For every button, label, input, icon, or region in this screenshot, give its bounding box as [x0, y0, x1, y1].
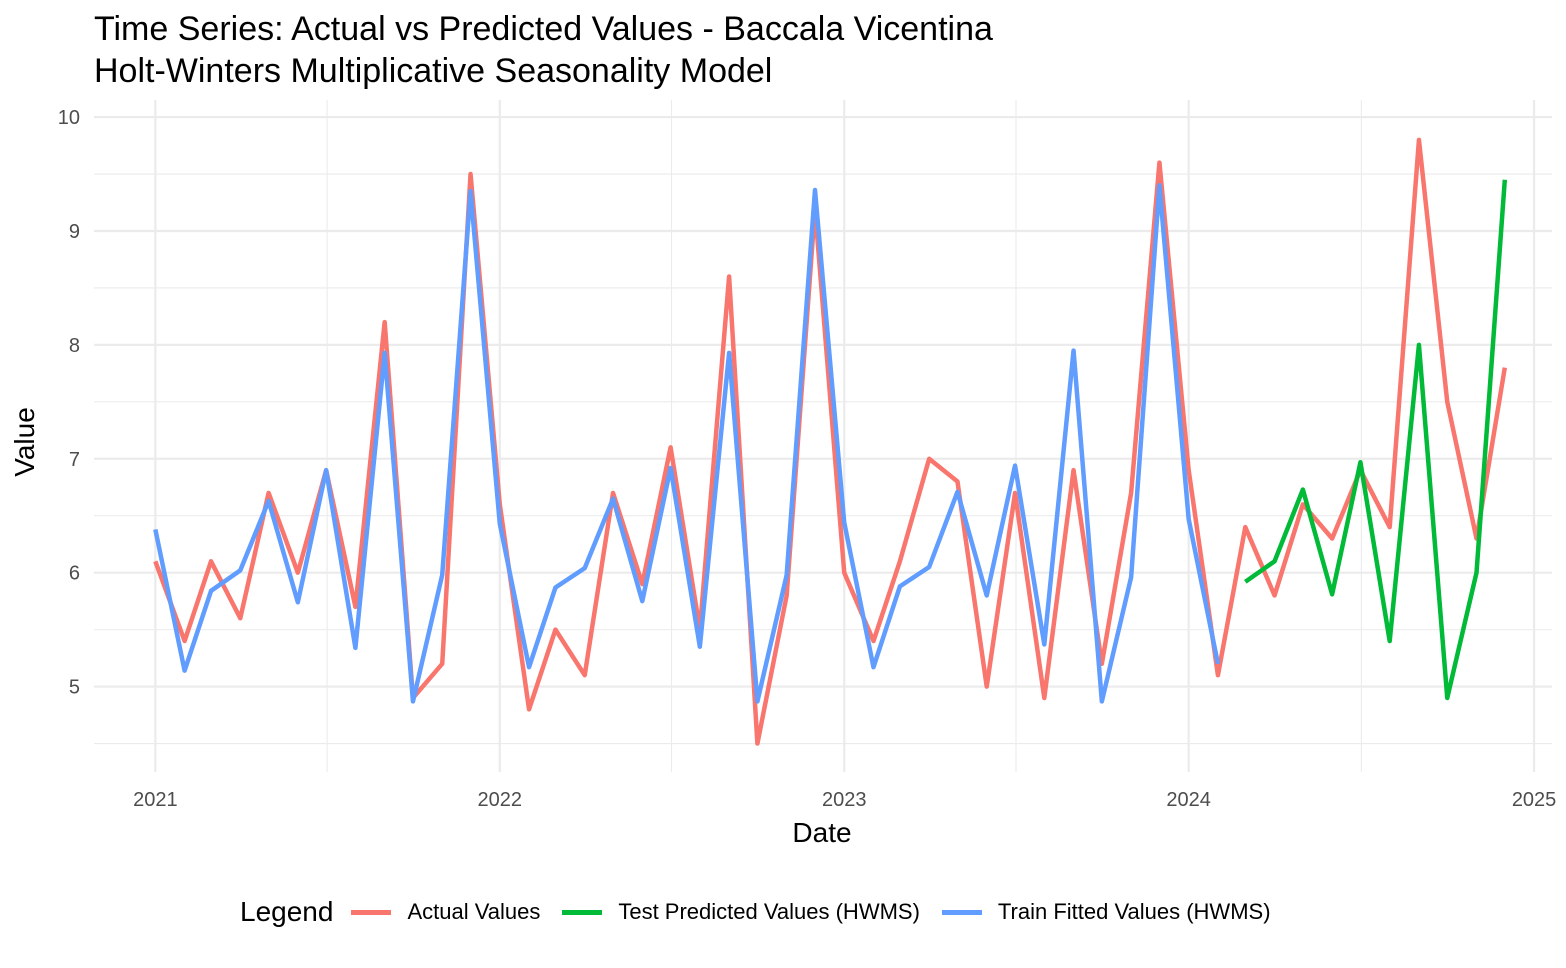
y-axis-ticks: 5 6 7 8 9 10 — [58, 107, 80, 698]
line-chart: 5 6 7 8 9 10 2021 2022 2023 2024 2025 Date Value — [9, 100, 1556, 848]
y-tick-label: 8 — [69, 335, 80, 357]
y-tick-label: 5 — [69, 677, 80, 699]
test-predicted-line — [1244, 179, 1508, 701]
legend-key-test-predicted — [562, 909, 603, 915]
legend-label-train-fitted: Train Fitted Values (HWMS) — [997, 899, 1271, 924]
x-tick-label: 2024 — [1166, 789, 1211, 811]
legend-key-train-fitted — [941, 909, 982, 915]
x-axis-ticks: 2021 2022 2023 2024 2025 — [133, 789, 1556, 811]
y-tick-label: 6 — [69, 563, 80, 585]
y-tick-label: 9 — [69, 221, 80, 243]
chart-subtitle: Holt-Winters Multiplicative Seasonality … — [94, 52, 773, 90]
x-tick-label: 2025 — [1512, 789, 1557, 811]
series-lines — [153, 137, 1508, 746]
x-tick-label: 2022 — [478, 789, 523, 811]
y-tick-label: 10 — [58, 107, 80, 129]
legend: Legend Actual Values Test Predicted Valu… — [240, 896, 1293, 928]
chart-title: Time Series: Actual vs Predicted Values … — [94, 10, 993, 48]
legend-item-test-predicted: Test Predicted Values (HWMS) — [562, 899, 920, 925]
legend-item-actual: Actual Values — [351, 899, 540, 925]
legend-title: Legend — [240, 896, 334, 927]
legend-item-train-fitted: Train Fitted Values (HWMS) — [941, 899, 1271, 925]
y-tick-label: 7 — [69, 449, 80, 471]
actual-values-line — [153, 137, 1508, 746]
major-gridlines — [94, 100, 1552, 772]
x-tick-label: 2021 — [133, 789, 178, 811]
legend-key-actual — [351, 909, 392, 915]
legend-label-test-predicted: Test Predicted Values (HWMS) — [618, 899, 920, 924]
y-axis-title: Value — [9, 407, 40, 477]
x-tick-label: 2023 — [822, 789, 867, 811]
train-fitted-line — [153, 183, 1221, 704]
legend-label-actual: Actual Values — [407, 899, 541, 924]
minor-gridlines — [94, 100, 1552, 772]
x-axis-title: Date — [792, 817, 851, 848]
